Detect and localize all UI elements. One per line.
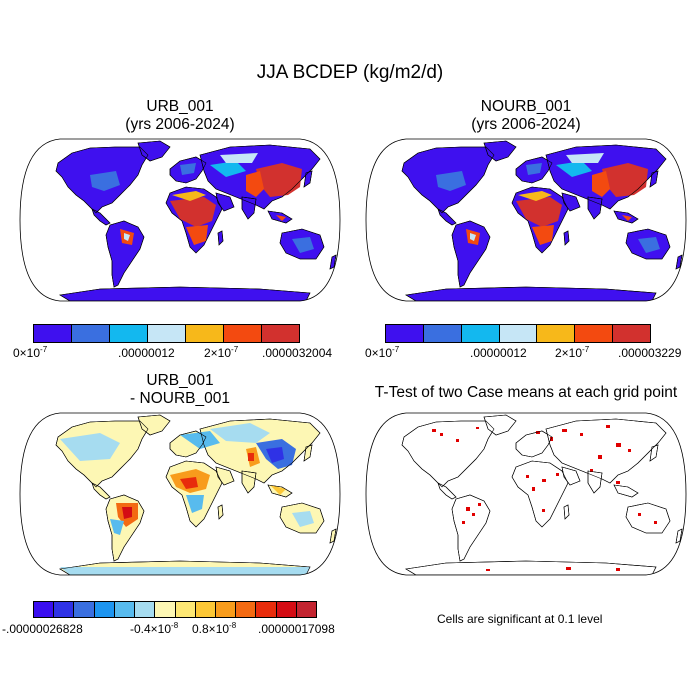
cb3-label-0: -.00000026828: [2, 622, 83, 636]
panel1-map: [19, 138, 341, 302]
cb2-swatch-0: [386, 325, 424, 342]
cb3-label-3: .00000017098: [258, 622, 335, 636]
figure-title: JJA BCDEP (kg/m2/d): [256, 62, 444, 83]
panel1-title-line1: URB_001: [146, 98, 214, 115]
cb3-swatch-12: [276, 602, 297, 617]
panel3-title: URB_001 - NOURB_001: [20, 372, 340, 408]
cb1-swatch-0: [34, 325, 72, 342]
cb3-swatch-13: [296, 602, 317, 617]
panel4-title: T-Test of two Case means at each grid po…: [374, 384, 678, 401]
cb3-swatch-5: [135, 602, 156, 617]
cb3-swatch-9: [215, 602, 237, 617]
cb2-swatch-3: [499, 325, 538, 342]
cb1-swatch-2: [110, 325, 148, 342]
cb2-swatch-4: [537, 325, 576, 342]
significance-note: Cells are significant at 0.1 level: [437, 612, 603, 626]
cb2-label-1: .00000012: [470, 346, 527, 360]
cb3-label-1: -0.4×10-8: [130, 621, 179, 637]
panel2-title-line1: NOURB_001: [480, 98, 572, 115]
cb3-swatch-8: [195, 602, 216, 617]
colorbar-nourb: [385, 324, 651, 343]
cb2-label-3: .000003229: [618, 346, 682, 360]
cb3-swatch-2: [74, 602, 95, 617]
colorbar-difference: [33, 601, 317, 618]
panel3-map: [19, 412, 341, 576]
cb2-label-2: 2×10-7: [555, 345, 590, 361]
cb3-swatch-4: [114, 602, 136, 617]
cb3-swatch-0: [34, 602, 55, 617]
panel3-title-line1: URB_001: [146, 372, 214, 389]
panel2-map: [365, 138, 687, 302]
panel3-title-line2: - NOURB_001: [130, 390, 230, 407]
panel2-title-line2: (yrs 2006-2024): [471, 116, 581, 133]
cb3-swatch-11: [256, 602, 277, 617]
cb3-label-2: 0.8×10-8: [192, 621, 237, 637]
cb2-swatch-5: [575, 325, 614, 342]
cb3-swatch-1: [54, 602, 75, 617]
cb3-swatch-3: [94, 602, 115, 617]
panel1-title-line2: (yrs 2006-2024): [125, 116, 235, 133]
cb1-label-1: .00000012: [118, 346, 175, 360]
cb1-swatch-3: [148, 325, 186, 342]
cb1-swatch-4: [186, 325, 224, 342]
panel2-title: NOURB_001 (yrs 2006-2024): [366, 98, 686, 134]
cb2-swatch-1: [423, 325, 462, 342]
cb1-label-2: 2×10-7: [204, 345, 239, 361]
cb3-swatch-6: [155, 602, 176, 617]
panel4-map: [365, 412, 687, 576]
cb2-swatch-2: [461, 325, 500, 342]
colorbar-urb: [33, 324, 300, 343]
panel1-title: URB_001 (yrs 2006-2024): [20, 98, 340, 134]
cb3-swatch-7: [175, 602, 196, 617]
cb1-swatch-6: [262, 325, 299, 342]
cb2-swatch-6: [613, 325, 651, 342]
cb2-label-0: 0×10-7: [365, 345, 400, 361]
cb1-label-0: 0×10-7: [13, 345, 48, 361]
cb1-swatch-1: [72, 325, 110, 342]
cb1-swatch-5: [224, 325, 262, 342]
cb1-label-3: .0000032004: [262, 346, 333, 360]
cb3-swatch-10: [236, 602, 257, 617]
